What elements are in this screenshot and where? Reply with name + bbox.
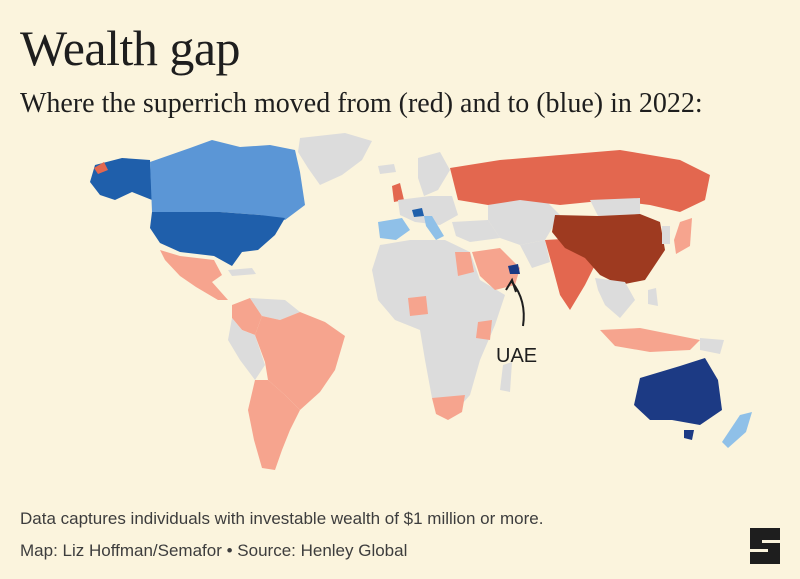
region-china [552,214,665,285]
region-argentina [248,380,300,470]
region-peru [228,318,265,380]
region-papua [700,338,724,354]
region-mexico [160,250,228,300]
region-australia [634,358,722,425]
region-tasmania [684,430,694,440]
region-venezuela [250,298,300,320]
uae-annotation-label: UAE [496,345,537,367]
region-madagascar [500,362,512,392]
world-map: UAE [90,133,752,470]
region-alaska-tip [94,162,108,174]
region-united-kingdom [392,183,404,202]
region-switzerland [412,208,424,217]
region-russia [450,150,710,212]
region-nigeria [408,296,428,316]
region-south-africa [432,395,465,420]
region-saudi-arabia [472,248,520,290]
region-pakistan [520,240,550,268]
region-cuba [228,268,256,276]
footnote-data: Data captures individuals with investabl… [20,509,544,528]
region-canada [150,140,305,220]
region-uae [508,264,520,274]
region-korea [662,226,670,244]
region-europe [398,196,458,225]
region-united-states [150,212,285,266]
page-title: Wealth gap [20,20,241,76]
region-egypt [455,252,474,276]
region-greenland [298,133,372,185]
region-scandinavia [418,152,450,196]
region-alaska [90,158,152,200]
region-italy [424,216,444,240]
region-turkey [452,220,500,242]
region-kenya [476,320,492,340]
region-mongolia [590,198,640,216]
page-subtitle: Where the superrich moved from (red) and… [20,88,703,119]
region-new-zealand [722,412,752,448]
region-indonesia [600,328,700,352]
region-colombia [232,298,262,335]
region-japan [674,218,692,254]
region-brazil [255,312,345,410]
region-iberia [378,218,410,240]
semafor-logo [750,528,780,564]
footnote-source: Map: Liz Hoffman/Semafor • Source: Henle… [20,541,408,560]
annotation-arrow [511,281,525,327]
region-central-asia [488,195,560,245]
region-africa [372,240,505,420]
annotation-arrowhead [505,277,517,293]
region-southeast-asia [595,278,635,318]
region-philippines [648,288,658,306]
region-iceland [378,164,396,174]
